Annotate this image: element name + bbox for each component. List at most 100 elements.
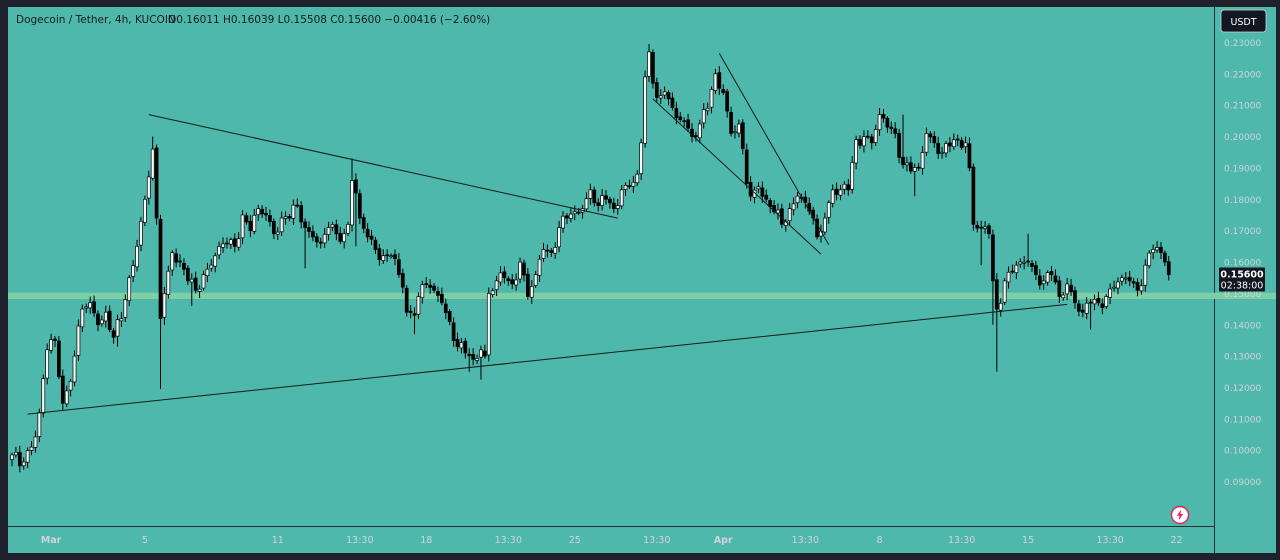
candle-body (1163, 252, 1167, 263)
candle-body (1159, 246, 1163, 253)
candle (119, 311, 124, 327)
candle (404, 285, 409, 317)
candle (397, 253, 401, 278)
candle (795, 191, 800, 209)
candle (33, 430, 38, 453)
candle-body (455, 338, 460, 348)
candle (619, 184, 624, 210)
candle (146, 170, 151, 205)
candle (213, 252, 218, 273)
candle (248, 215, 253, 238)
plot-area[interactable] (8, 7, 1214, 526)
candle-body (522, 262, 526, 276)
candle-body (158, 219, 163, 319)
candle-body (920, 152, 925, 169)
candle (983, 221, 987, 234)
candle-body (432, 285, 436, 291)
candle (209, 259, 214, 272)
candle (416, 292, 421, 320)
candle-body (88, 302, 93, 309)
candle-body (729, 111, 733, 134)
currency-label: USDT (1230, 17, 1256, 28)
candle (959, 136, 964, 150)
candle-body (608, 198, 612, 204)
candle-body (440, 293, 444, 304)
candle (506, 276, 511, 286)
candle (240, 210, 245, 245)
candle-body (369, 235, 374, 240)
candle (1123, 271, 1128, 285)
candle-body (631, 181, 636, 187)
symbol-title[interactable]: Dogecoin / Tether, 4h, KUCOIN (16, 14, 176, 26)
candle-body (951, 139, 956, 148)
candle (1104, 294, 1109, 310)
candle (744, 143, 749, 189)
candle (88, 296, 93, 314)
bar-countdown: 02:38:00 (1221, 281, 1264, 292)
candle-body (486, 293, 491, 356)
candle (1018, 258, 1023, 268)
candle (271, 218, 276, 240)
candle-body (944, 143, 948, 154)
candle (1061, 292, 1066, 301)
candle-body (877, 114, 882, 131)
candle-body (623, 185, 628, 190)
candle (64, 385, 69, 408)
candle (158, 214, 163, 390)
candle-body (823, 217, 827, 233)
candle-body (53, 338, 57, 341)
candle (217, 241, 221, 260)
candle (1077, 299, 1081, 317)
candle (893, 122, 898, 139)
candle-body (213, 255, 218, 267)
candle-body (451, 322, 456, 341)
candle (193, 271, 198, 294)
candle-body (690, 128, 694, 137)
candle-body (889, 126, 894, 130)
candle-body (955, 138, 960, 141)
candle (1120, 274, 1124, 286)
candle (787, 202, 792, 226)
candle (1155, 241, 1159, 253)
candle-body (1084, 302, 1089, 314)
candle (1127, 270, 1132, 287)
candle (647, 44, 651, 83)
candle (522, 259, 526, 282)
time-tick-label: 13:30 (1096, 535, 1123, 546)
time-tick-label: 18 (420, 535, 432, 546)
candle-body (639, 142, 644, 175)
candle-body (572, 211, 577, 215)
price-tick-label: 0.21000 (1224, 102, 1261, 112)
candle-body (881, 114, 886, 119)
candle-body (483, 350, 487, 357)
candle (568, 208, 573, 223)
candle (29, 441, 34, 456)
candle-body (1131, 281, 1136, 284)
trendline (27, 303, 1068, 415)
candle-body (654, 82, 659, 98)
currency-button[interactable]: USDT (1220, 9, 1267, 33)
candle-body (1120, 277, 1124, 282)
candle-body (346, 224, 350, 234)
candle (713, 68, 718, 95)
candle (584, 192, 589, 212)
candle (1010, 264, 1015, 275)
symbol-legend[interactable]: Dogecoin / Tether, 4h, KUCOIN O0.16011 H… (16, 14, 490, 26)
candle (479, 345, 483, 380)
candle-body (311, 231, 315, 238)
time-axis-area[interactable] (8, 526, 1214, 553)
candle-body (588, 189, 593, 199)
time-axis-labels: Mar 5 11 13:30 18 13:30 25 13:30 Apr 13:30 8 13:30 1… (41, 535, 1183, 546)
time-tick-label: 13:30 (792, 535, 819, 546)
candle (463, 338, 468, 359)
flash-icon[interactable] (1170, 505, 1190, 525)
candle (197, 285, 202, 298)
candle (162, 286, 167, 325)
candle-body (154, 147, 159, 219)
candle-body (983, 226, 987, 229)
candle (115, 314, 120, 347)
candle-body (1022, 261, 1027, 264)
candle (737, 119, 741, 138)
candle-body (1166, 261, 1171, 275)
